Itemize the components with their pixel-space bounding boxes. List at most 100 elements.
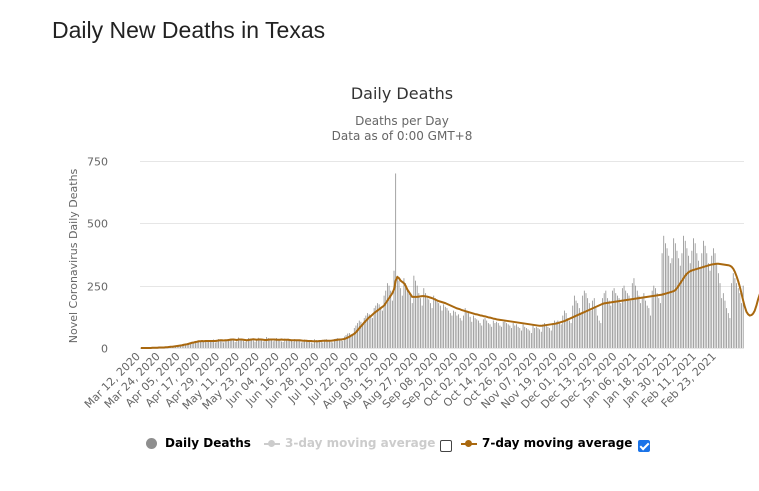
daily-deaths-bar	[350, 334, 352, 348]
moving-average-lines	[140, 262, 759, 349]
daily-deaths-bar	[335, 338, 337, 348]
daily-deaths-bar	[583, 290, 585, 348]
daily-deaths-bar	[464, 308, 466, 348]
daily-deaths-bar	[274, 339, 276, 348]
daily-deaths-bar	[476, 319, 478, 348]
daily-deaths-bar	[512, 323, 514, 348]
daily-deaths-bar	[421, 305, 423, 348]
legend-item-daily-deaths[interactable]: Daily Deaths	[146, 436, 251, 450]
daily-deaths-bar	[241, 339, 243, 348]
3-day-moving-average-checkbox[interactable]	[440, 440, 452, 452]
daily-deaths-bar	[324, 339, 325, 348]
daily-deaths-bar	[224, 340, 226, 348]
daily-deaths-bar	[443, 304, 445, 348]
daily-deaths-bar	[219, 339, 221, 348]
daily-deaths-bar	[261, 340, 263, 348]
daily-deaths-bar	[377, 303, 378, 348]
daily-deaths-bar	[742, 285, 744, 348]
daily-deaths-bar	[413, 275, 415, 348]
daily-deaths-bar	[254, 341, 256, 348]
daily-deaths-bar	[666, 248, 668, 348]
daily-deaths-bar	[621, 288, 623, 348]
daily-deaths-bar	[378, 304, 380, 348]
daily-deaths-bar	[580, 313, 582, 348]
daily-deaths-bar	[587, 298, 589, 348]
daily-deaths-bar	[395, 173, 397, 348]
daily-deaths-bar	[339, 339, 340, 348]
daily-deaths-bar	[560, 324, 562, 348]
daily-deaths-bar	[717, 273, 719, 348]
daily-deaths-bar	[663, 235, 665, 348]
daily-deaths-bar	[534, 328, 536, 348]
daily-deaths-bar	[418, 293, 420, 348]
daily-deaths-bar	[453, 310, 454, 348]
daily-deaths-bar	[519, 328, 521, 348]
daily-deaths-bar	[727, 313, 729, 348]
y-axis-ticks: 0 250 500 750	[87, 156, 108, 356]
y-tick-label-500: 500	[87, 218, 108, 231]
daily-deaths-bar	[487, 323, 489, 348]
daily-deaths-bar	[390, 290, 392, 348]
daily-deaths-bar	[466, 310, 468, 348]
daily-deaths-bar	[410, 295, 411, 348]
daily-deaths-bar	[430, 303, 431, 348]
daily-deaths-bar	[547, 326, 549, 348]
daily-deaths-bar	[348, 333, 350, 348]
daily-deaths-bar	[327, 340, 329, 348]
daily-deaths-bar	[557, 320, 559, 348]
daily-deaths-bar	[497, 323, 499, 348]
daily-deaths-bar	[193, 342, 195, 348]
daily-deaths-bar	[246, 340, 248, 348]
daily-deaths-bar	[272, 341, 274, 348]
daily-deaths-bar	[309, 340, 311, 348]
daily-deaths-bar	[696, 253, 698, 348]
daily-deaths-bar	[638, 295, 640, 348]
daily-deaths-bar	[420, 298, 421, 348]
daily-deaths-bars	[147, 173, 744, 348]
daily-deaths-bar	[368, 314, 370, 348]
daily-deaths-bar	[282, 342, 284, 348]
daily-deaths-bar	[565, 313, 567, 348]
daily-deaths-bar	[674, 243, 676, 348]
daily-deaths-bar	[643, 293, 645, 348]
line-marker-icon	[264, 438, 280, 449]
daily-deaths-bar	[688, 255, 689, 348]
daily-deaths-bar	[304, 339, 306, 348]
daily-deaths-bar	[461, 320, 463, 348]
daily-deaths-bar	[218, 339, 219, 348]
daily-deaths-bar	[178, 346, 180, 348]
daily-deaths-bar	[214, 342, 216, 348]
daily-deaths-bar	[479, 323, 481, 348]
daily-deaths-bar	[206, 342, 208, 348]
legend-item-3-day-moving-average[interactable]: 3-day moving average	[264, 436, 435, 450]
daily-deaths-bar	[535, 326, 537, 348]
daily-deaths-bar	[676, 250, 678, 348]
daily-deaths-bar	[312, 343, 314, 348]
daily-deaths-bar	[552, 323, 554, 348]
daily-deaths-bar	[559, 323, 560, 348]
daily-deaths-bar	[598, 320, 600, 348]
daily-deaths-bar	[221, 340, 223, 348]
7-day-moving-average-checkbox[interactable]	[638, 440, 650, 452]
daily-deaths-bar	[726, 308, 728, 348]
daily-deaths-bar	[190, 342, 191, 348]
daily-deaths-bar	[514, 325, 516, 348]
daily-deaths-bar	[305, 340, 307, 348]
daily-deaths-bar	[734, 278, 736, 348]
daily-deaths-bar	[234, 342, 236, 348]
chart-legend: Daily Deaths 3-day moving average 7-day …	[0, 436, 759, 456]
daily-deaths-bar	[216, 340, 218, 348]
daily-deaths-bar	[641, 298, 643, 348]
daily-deaths-bar	[448, 310, 450, 348]
daily-deaths-bar	[383, 295, 385, 348]
daily-deaths-bar	[367, 313, 368, 348]
daily-deaths-bar	[314, 339, 315, 348]
daily-deaths-bar	[191, 341, 193, 348]
legend-item-7-day-moving-average[interactable]: 7-day moving average	[461, 436, 632, 450]
daily-deaths-bar	[291, 341, 292, 348]
daily-deaths-bar	[408, 290, 410, 348]
daily-deaths-bar	[646, 305, 648, 348]
daily-deaths-bar	[426, 298, 428, 348]
daily-deaths-bar	[686, 248, 688, 348]
